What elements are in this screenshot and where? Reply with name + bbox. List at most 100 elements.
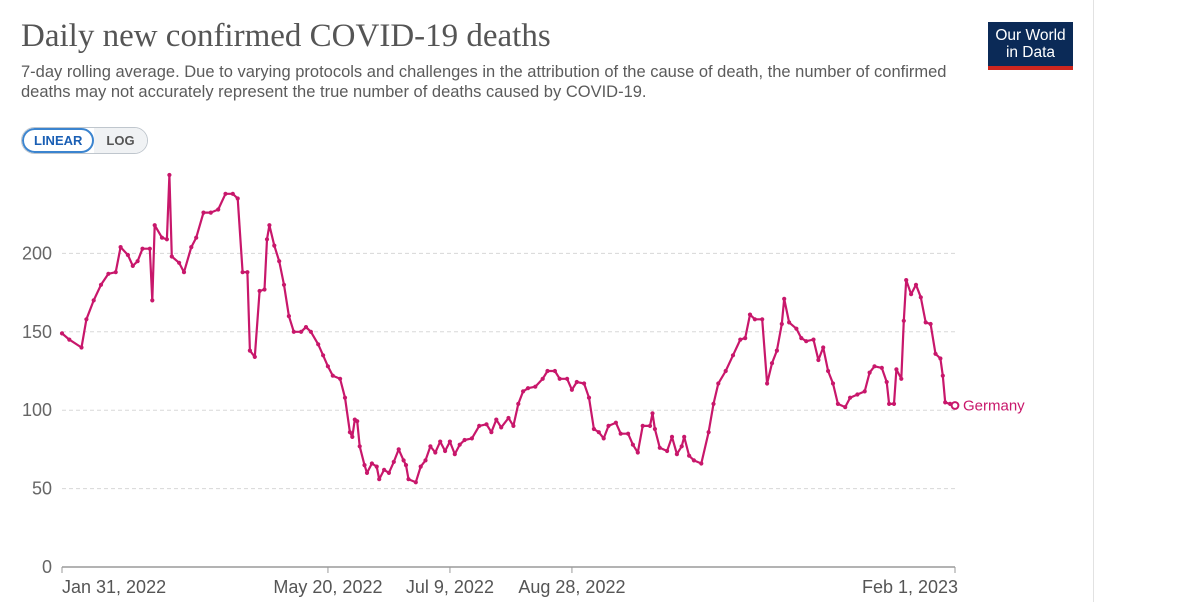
series-label-germany[interactable]: Germany (963, 397, 1025, 414)
data-point (940, 373, 945, 378)
data-point (338, 376, 343, 381)
data-point (884, 379, 889, 385)
data-point (382, 467, 387, 472)
data-point (164, 237, 169, 242)
data-point (247, 348, 252, 353)
data-point (357, 444, 362, 449)
y-tick-label: 100 (22, 400, 52, 420)
data-point (67, 337, 72, 342)
data-point (403, 463, 409, 468)
data-point (540, 376, 545, 381)
data-point (223, 191, 228, 196)
data-point (596, 430, 601, 435)
chart-frame (1093, 0, 1094, 602)
data-point (374, 464, 379, 469)
data-point (113, 270, 118, 275)
data-point (447, 439, 452, 444)
data-point (91, 298, 96, 303)
data-point (640, 423, 645, 428)
data-point (499, 425, 504, 430)
series-end-marker (950, 401, 960, 410)
data-point (938, 356, 943, 361)
y-tick-label: 0 (42, 557, 52, 577)
data-point (606, 423, 611, 428)
data-point (325, 364, 330, 369)
data-point (706, 430, 711, 435)
data-point (469, 436, 474, 441)
data-point (506, 415, 511, 421)
data-point (774, 348, 780, 353)
data-point (462, 437, 467, 443)
data-point (918, 295, 923, 300)
data-point (630, 442, 636, 447)
log-scale-button[interactable]: LOG (94, 128, 147, 153)
data-point (516, 401, 521, 406)
data-point (438, 439, 443, 444)
data-point (699, 461, 704, 466)
data-point (281, 282, 287, 287)
owid-logo[interactable]: Our World in Data (988, 22, 1073, 70)
data-point (277, 259, 282, 264)
data-point (267, 223, 272, 228)
data-point (862, 389, 867, 394)
data-point (586, 395, 592, 400)
data-point (913, 282, 919, 287)
data-point (130, 263, 135, 268)
data-point (299, 329, 304, 334)
x-axis: Jan 31, 2022 May 20, 2022 Jul 9, 2022 Aug 2… (61, 567, 958, 597)
data-point (484, 422, 489, 427)
data-point (347, 430, 352, 435)
data-point (167, 172, 172, 178)
data-point (477, 423, 482, 428)
data-point (826, 368, 831, 374)
data-point (125, 252, 130, 258)
data-point (159, 235, 165, 240)
data-point (613, 420, 619, 425)
linear-scale-button[interactable]: LINEAR (22, 128, 95, 153)
data-point (443, 448, 448, 454)
data-point (635, 450, 640, 455)
data-point (933, 351, 938, 356)
data-point (286, 314, 291, 319)
data-point (303, 325, 309, 330)
series-line-germany (61, 173, 956, 484)
data-point (235, 196, 240, 201)
data-point (262, 287, 267, 292)
data-point (848, 395, 853, 400)
data-point (391, 459, 396, 464)
data-point (904, 278, 909, 283)
data-point (118, 245, 123, 250)
data-point (830, 381, 836, 386)
data-point (665, 448, 670, 454)
data-point (545, 368, 550, 374)
data-point (423, 458, 428, 463)
data-point (816, 357, 821, 363)
data-point (521, 389, 526, 394)
data-point (867, 370, 872, 375)
data-point (201, 210, 206, 215)
data-point (716, 381, 721, 386)
data-point (364, 470, 370, 475)
data-point (804, 339, 809, 344)
data-point (723, 368, 728, 374)
x-tick-label: Aug 28, 2022 (518, 577, 625, 597)
data-point (362, 463, 367, 468)
data-point (525, 386, 531, 391)
data-point (782, 296, 787, 301)
page-title: Daily new confirmed COVID-19 deaths (21, 18, 551, 54)
data-point (794, 326, 799, 331)
data-point (682, 434, 687, 439)
data-point (291, 329, 296, 334)
x-tick-label: Jul 9, 2022 (406, 577, 494, 597)
data-point (511, 423, 516, 428)
data-point (894, 367, 899, 372)
y-tick-label: 50 (32, 479, 52, 499)
scale-toggle: LINEAR LOG (21, 127, 148, 154)
data-point (406, 477, 411, 482)
data-point (342, 395, 348, 400)
data-point (140, 246, 145, 251)
x-tick-label: Feb 1, 2023 (862, 577, 958, 597)
data-point (194, 235, 199, 240)
data-point (679, 444, 684, 449)
data-point (135, 259, 140, 264)
